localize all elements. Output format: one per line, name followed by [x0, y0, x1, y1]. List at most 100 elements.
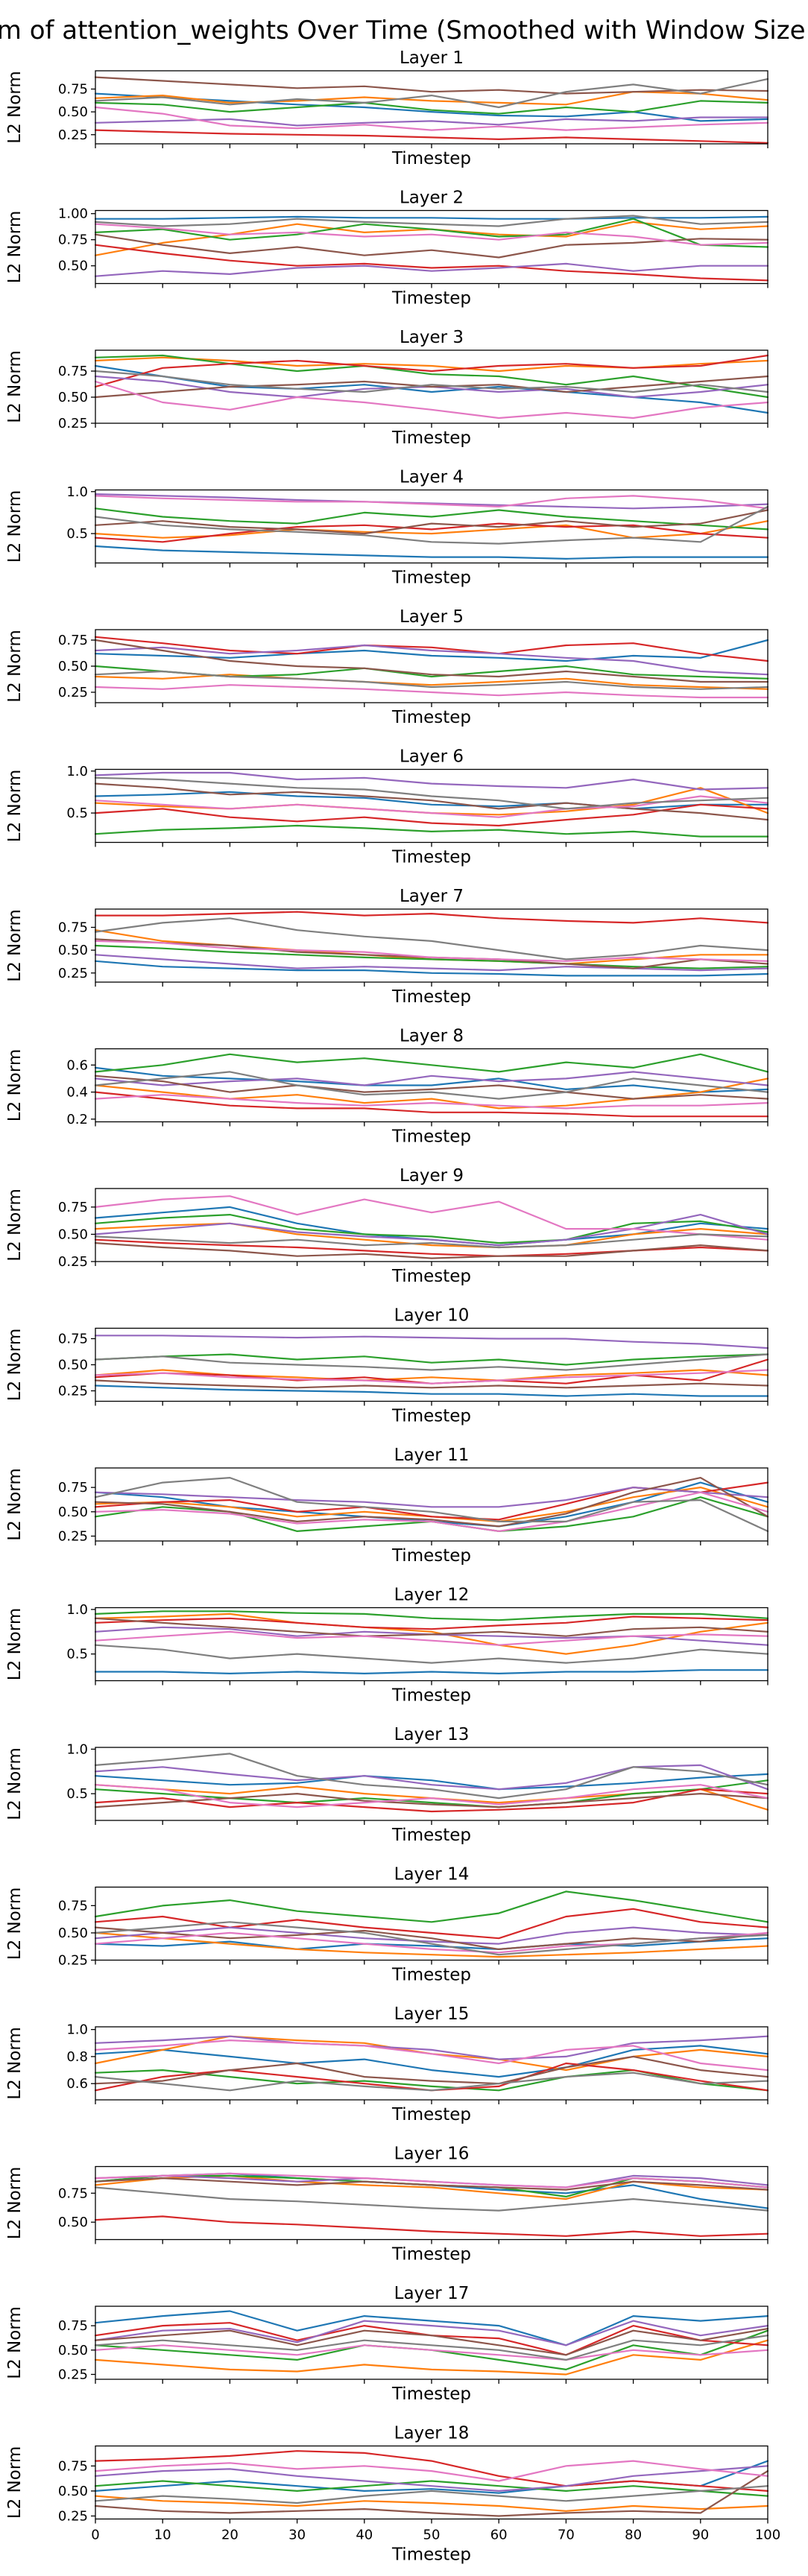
series-line-1 [94, 1773, 769, 1791]
series-line-7 [94, 223, 769, 246]
x-axis-label: Timestep [391, 149, 471, 168]
series-line-6 [94, 639, 769, 683]
series-line-7 [94, 1195, 769, 1241]
series-line-5 [94, 1926, 769, 1945]
series-line-4 [94, 522, 769, 543]
series-line-6 [94, 1476, 769, 1528]
series-line-3 [94, 100, 769, 115]
series-line-4 [94, 2450, 769, 2492]
y-axis-label: L2 Norm [5, 1189, 25, 1262]
y-tick-label: 1.0 [66, 764, 88, 779]
series-line-3 [94, 2069, 769, 2092]
series-line-2 [94, 1369, 769, 1382]
x-axis-label: Timestep [391, 1826, 471, 1845]
subplot-title: Layer 4 [400, 468, 464, 487]
x-tick-label: 60 [490, 2528, 508, 2543]
series-line-1 [94, 215, 769, 220]
series-line-5 [94, 771, 769, 791]
y-tick-label: 0.50 [58, 104, 88, 120]
series-line-4 [94, 244, 769, 282]
series-line-6 [94, 2328, 769, 2356]
subplot-layer-17: Layer 17 0.25 0.50 0.75 Timestep L2 Norm [5, 2284, 769, 2404]
y-tick-label: 0.50 [58, 659, 88, 674]
series-line-8 [94, 215, 769, 227]
subplot-layer-16: Layer 16 0.50 0.75 Timestep L2 Norm [5, 2145, 769, 2265]
series-line-7 [94, 1094, 769, 1110]
series-line-7 [94, 2172, 769, 2189]
subplot-title: Layer 15 [394, 2004, 470, 2024]
x-tick-label: 90 [692, 2528, 709, 2543]
series-line-2 [94, 1931, 769, 1958]
y-tick-label: 0.25 [58, 2367, 88, 2382]
y-tick-label: 0.6 [66, 1057, 88, 1073]
series-line-7 [94, 2344, 769, 2361]
y-tick-label: 0.75 [58, 2186, 88, 2201]
series-line-2 [94, 1222, 769, 1249]
series-line-6 [94, 233, 769, 259]
series-line-6 [94, 1241, 769, 1259]
y-axis-label: L2 Norm [5, 2306, 25, 2379]
subplot-title: Layer 14 [394, 1865, 470, 1884]
y-tick-label: 0.75 [58, 2458, 88, 2474]
y-tick-label: 1.0 [66, 2022, 88, 2038]
x-axis-label: Timestep [391, 569, 471, 588]
series-line-8 [94, 1753, 769, 1800]
subplot-layer-5: Layer 5 0.25 0.50 0.75 Timestep L2 Norm [5, 607, 769, 727]
series-line-3 [94, 2174, 769, 2197]
x-axis-label: Timestep [391, 428, 471, 448]
series-line-3 [94, 1353, 769, 1366]
y-axis-label: L2 Norm [5, 211, 25, 284]
y-tick-label: 0.50 [58, 1925, 88, 1941]
series-line-8 [94, 917, 769, 961]
series-line-8 [94, 1476, 769, 1532]
subplot-layer-10: Layer 10 0.25 0.50 0.75 Timestep L2 Norm [5, 1306, 769, 1426]
y-axis-label: L2 Norm [5, 1468, 25, 1541]
series-line-8 [94, 2485, 769, 2504]
series-line-2 [94, 674, 769, 690]
y-tick-label: 0.50 [58, 1358, 88, 1373]
y-tick-label: 0.5 [66, 526, 88, 542]
series-line-6 [94, 2055, 769, 2085]
series-line-3 [94, 1053, 769, 1073]
x-axis-label: Timestep [391, 2545, 471, 2565]
y-axis-label: L2 Norm [5, 1747, 25, 1820]
series-line-7 [94, 1369, 769, 1384]
y-tick-label: 0.75 [58, 232, 88, 248]
x-axis-label: Timestep [391, 708, 471, 727]
y-tick-label: 0.75 [58, 1332, 88, 1347]
y-tick-label: 0.2 [66, 1112, 88, 1127]
subplot-title: Layer 16 [394, 2145, 470, 2164]
series-line-5 [94, 1764, 769, 1791]
series-line-7 [94, 2460, 769, 2482]
series-line-6 [94, 1075, 769, 1100]
x-tick-label: 100 [755, 2528, 780, 2543]
series-line-4 [94, 1091, 769, 1118]
series-line-1 [94, 2045, 769, 2078]
subplot-layer-1: Layer 1 0.25 0.50 0.75 Timestep L2 Norm [5, 48, 769, 168]
x-axis-label: Timestep [391, 1686, 471, 1706]
y-tick-label: 0.50 [58, 1227, 88, 1242]
x-axis-label: Timestep [391, 1407, 471, 1426]
series-line-8 [94, 1921, 769, 1956]
y-axis-label: L2 Norm [5, 71, 25, 144]
series-line-1 [94, 545, 769, 560]
series-line-7 [94, 940, 769, 962]
series-line-6 [94, 1379, 769, 1389]
subplot-layer-8: Layer 8 0.2 0.4 0.6 Timestep L2 Norm [5, 1027, 769, 1147]
series-line-5 [94, 116, 769, 127]
subplot-layer-3: Layer 3 0.25 0.50 0.75 Timestep L2 Norm [5, 328, 769, 448]
subplot-layer-12: Layer 12 0.5 1.0 Timestep L2 Norm [5, 1586, 769, 1706]
series-line-4 [94, 636, 769, 662]
series-line-3 [94, 944, 769, 969]
series-line-7 [94, 495, 769, 510]
series-line-5 [94, 644, 769, 676]
series-line-1 [94, 1066, 769, 1093]
y-tick-label: 0.50 [58, 2484, 88, 2499]
y-tick-label: 0.75 [58, 2318, 88, 2334]
y-tick-label: 0.25 [58, 416, 88, 431]
series-line-6 [94, 76, 769, 95]
series-line-1 [94, 2310, 769, 2346]
y-axis-label: L2 Norm [5, 630, 25, 703]
series-line-3 [94, 507, 769, 531]
series-line-6 [94, 1793, 769, 1808]
